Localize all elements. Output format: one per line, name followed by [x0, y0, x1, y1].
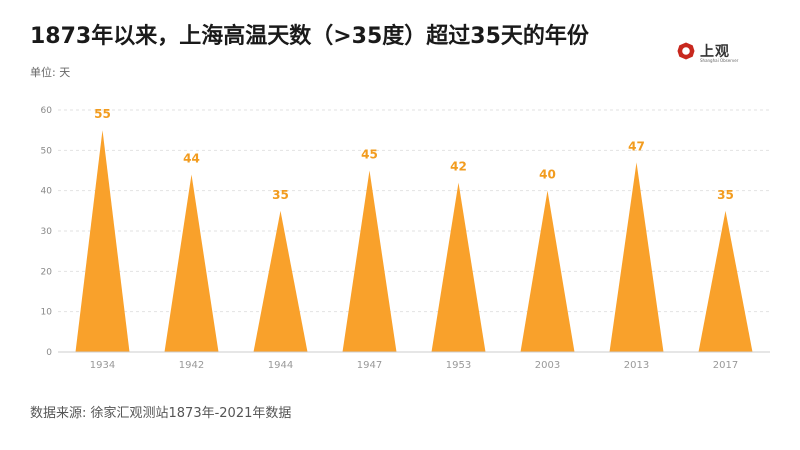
logo-text: 上观 [700, 44, 730, 60]
x-tick-label: 2017 [713, 360, 738, 371]
data-label: 42 [450, 160, 467, 174]
data-label: 40 [539, 168, 556, 182]
y-tick-label: 50 [41, 146, 53, 156]
chart-title: 1873年以来，上海高温天数（>35度）超过35天的年份 [30, 24, 589, 49]
data-label: 45 [361, 148, 378, 162]
bar-2017 [698, 210, 753, 352]
data-label: 35 [272, 188, 289, 202]
x-tick-label: 2003 [535, 360, 560, 371]
data-label: 47 [628, 139, 645, 153]
grid-lines [58, 109, 770, 313]
x-tick-label: 1944 [268, 360, 293, 371]
logo: 上观 Shanghai Observer [677, 41, 777, 67]
y-tick-label: 60 [41, 106, 53, 116]
data-label: 35 [717, 188, 734, 202]
logo-icon [677, 42, 695, 60]
y-tick-label: 40 [41, 187, 53, 197]
y-tick-label: 0 [46, 348, 52, 358]
data-label: 44 [183, 152, 200, 166]
source-note: 数据来源: 徐家汇观测站1873年-2021年数据 [30, 406, 292, 421]
unit-label: 单位: 天 [30, 66, 71, 79]
x-axis-labels: 1934 1942 1944 1947 1953 2003 2013 2017 [90, 360, 738, 371]
x-tick-label: 1947 [357, 360, 382, 371]
x-tick-label: 1953 [446, 360, 471, 371]
y-tick-label: 20 [41, 267, 53, 277]
y-tick-label: 10 [41, 308, 53, 318]
y-tick-label: 30 [41, 227, 53, 237]
y-axis-ticks: 0 10 20 30 40 50 60 [41, 106, 53, 358]
bar-1934 [75, 130, 130, 352]
data-labels: 55 44 35 45 42 40 47 35 [94, 107, 734, 202]
x-tick-label: 2013 [624, 360, 649, 371]
data-label: 55 [94, 107, 111, 121]
x-tick-label: 1942 [179, 360, 204, 371]
x-tick-label: 1934 [90, 360, 115, 371]
bar-1944 [253, 210, 308, 352]
logo-subtitle: Shanghai Observer [700, 58, 739, 63]
bar-1953 [431, 182, 486, 352]
bars [75, 130, 753, 352]
bar-2013 [609, 162, 664, 352]
bar-1942 [164, 174, 219, 352]
bar-1947 [342, 170, 397, 352]
bar-2003 [520, 190, 575, 352]
